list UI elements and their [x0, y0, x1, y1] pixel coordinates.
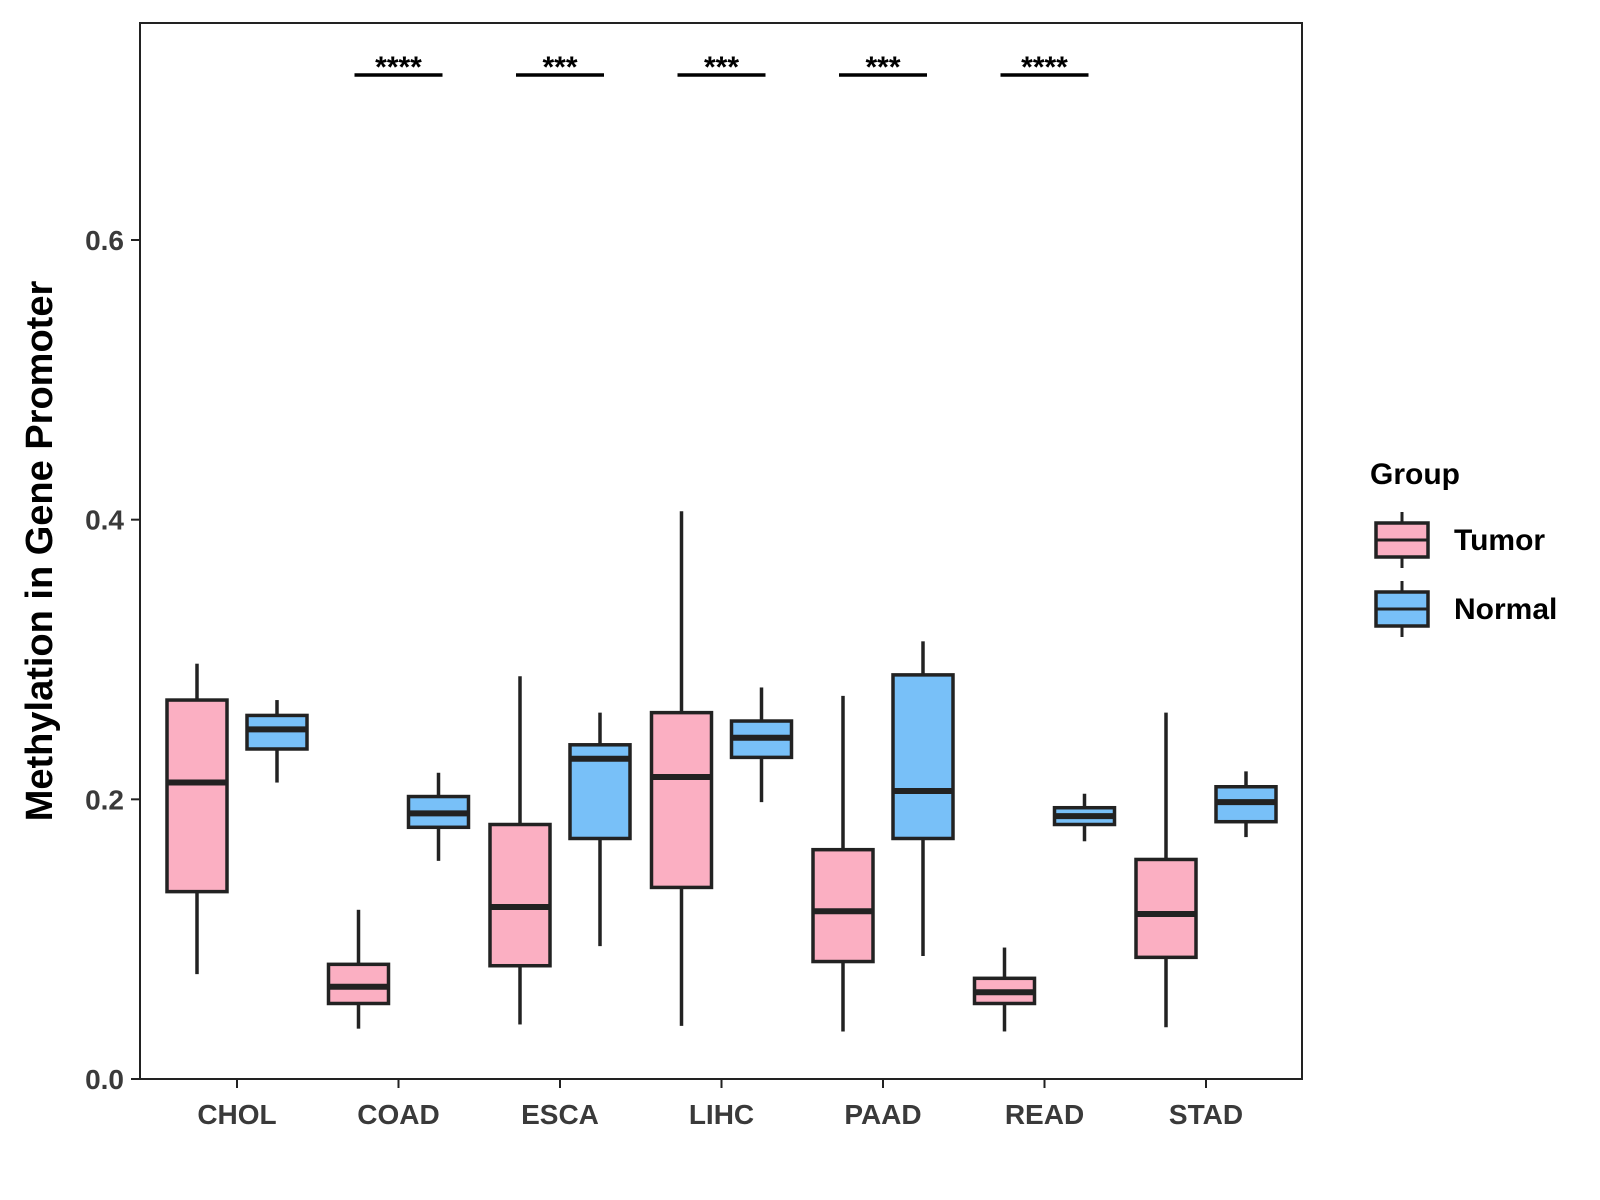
significance-label: ***	[704, 51, 739, 84]
x-tick-label: CHOL	[197, 1099, 276, 1130]
x-tick-label: COAD	[357, 1099, 439, 1130]
box-normal-stad	[1214, 771, 1278, 838]
box-normal-esca	[568, 712, 632, 947]
x-tick-label: ESCA	[521, 1099, 599, 1130]
box-tumor-paad	[811, 695, 875, 1032]
x-tick-label: PAAD	[844, 1099, 921, 1130]
significance-label: ***	[865, 51, 900, 84]
box-body	[811, 847, 875, 964]
y-tick-label: 0.2	[85, 784, 124, 815]
y-tick-label: 0.6	[85, 225, 124, 256]
box-body	[1134, 857, 1198, 960]
x-tick-label: LIHC	[689, 1099, 754, 1130]
significance-annotations: **** *** *** *** ****	[354, 51, 1089, 84]
legend-item-tumor: Tumor	[1374, 512, 1545, 568]
legend-item-normal: Normal	[1374, 581, 1557, 637]
y-axis: 0.0 0.2 0.4 0.6	[85, 225, 140, 1095]
x-tick-label: STAD	[1169, 1099, 1243, 1130]
box-series	[165, 511, 1278, 1032]
box-tumor-lihc	[649, 511, 714, 1026]
plot-panel	[139, 22, 1303, 1080]
box-body	[488, 822, 552, 968]
box-normal-chol	[245, 700, 309, 783]
x-tick-label: READ	[1005, 1099, 1084, 1130]
y-tick-label: 0.0	[85, 1064, 124, 1095]
significance-label: ***	[542, 51, 577, 84]
x-axis: CHOL COAD ESCA LIHC PAAD READ STAD	[197, 1079, 1243, 1130]
significance-label: ****	[1021, 51, 1068, 84]
box-tumor-stad	[1134, 712, 1198, 1028]
box-normal-read	[1052, 793, 1117, 842]
y-tick-label: 0.4	[85, 505, 124, 536]
box-tumor-esca	[488, 676, 552, 1025]
box-body	[891, 673, 955, 841]
box-normal-coad	[406, 772, 471, 861]
legend-label: Normal	[1454, 593, 1557, 626]
legend-label: Tumor	[1454, 524, 1545, 557]
legend: Group Tumor Normal	[1370, 458, 1557, 637]
box-tumor-coad	[326, 909, 391, 1029]
box-normal-paad	[891, 641, 955, 956]
significance-label: ****	[375, 51, 422, 84]
y-axis-title: Methylation in Gene Promoter	[19, 281, 61, 822]
box-body	[649, 710, 714, 890]
legend-title: Group	[1370, 458, 1460, 491]
box-tumor-chol	[165, 663, 229, 975]
box-tumor-read	[972, 947, 1037, 1032]
box-body	[165, 698, 229, 894]
box-normal-lihc	[729, 687, 794, 803]
